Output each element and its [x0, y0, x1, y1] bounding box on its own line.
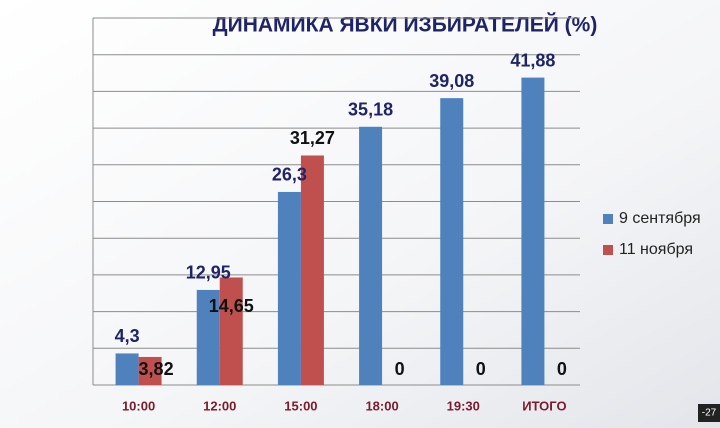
legend-label: 11 ноября	[619, 241, 693, 258]
value-label: 31,27	[290, 128, 335, 148]
bar	[521, 77, 545, 385]
bar	[196, 289, 220, 385]
x-tick-label: 19:30	[447, 398, 480, 413]
overlay-badge	[698, 404, 720, 422]
x-tick-label: 15:00	[284, 398, 317, 413]
bar	[138, 356, 162, 385]
legend-swatch	[603, 214, 613, 224]
x-tick-label: 18:00	[365, 398, 398, 413]
value-label: 14,65	[209, 296, 254, 316]
bar	[219, 277, 243, 385]
value-label: 3,82	[139, 359, 174, 379]
bar	[115, 353, 139, 385]
chart-title: ДИНАМИКА ЯВКИ ИЗБИРАТЕЛЕЙ (%)	[213, 13, 598, 37]
value-label: 41,88	[510, 50, 555, 70]
value-label: 0	[557, 359, 567, 379]
value-label: 26,3	[272, 165, 307, 185]
value-label: 12,95	[186, 263, 231, 283]
bar	[440, 98, 464, 385]
legend-label: 9 сентября	[619, 210, 701, 227]
legend-swatch	[603, 245, 613, 255]
value-label: 0	[395, 359, 405, 379]
value-label: 35,18	[348, 100, 393, 120]
x-tick-label: 12:00	[203, 398, 236, 413]
value-label: 39,08	[429, 71, 474, 91]
bar	[277, 191, 301, 385]
x-tick-label: 10:00	[122, 398, 155, 413]
overlay-text: -27	[702, 408, 717, 419]
x-tick-label: ИТОГО	[522, 398, 566, 413]
value-label: 4,3	[115, 326, 140, 346]
bar	[359, 126, 383, 385]
value-label: 0	[476, 359, 486, 379]
bar	[300, 155, 324, 385]
